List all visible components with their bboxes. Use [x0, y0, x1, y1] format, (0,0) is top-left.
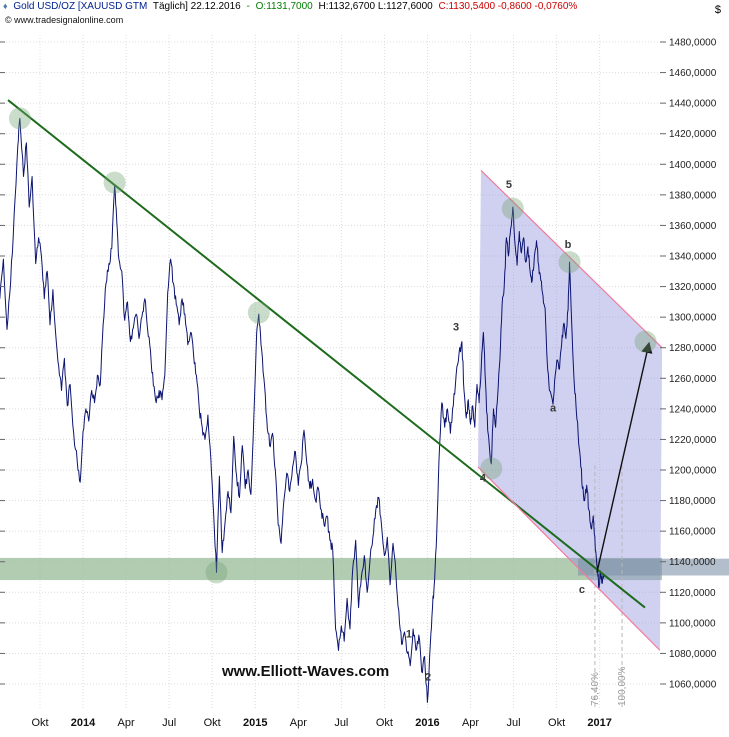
- resistance-trendline: [7, 99, 646, 609]
- fib-extension-label: 100,00%: [617, 666, 628, 706]
- x-axis-label: Jul: [507, 717, 521, 729]
- projection-arrow: [596, 341, 653, 573]
- wave-label-3: 3: [453, 321, 459, 333]
- wave-label-a: a: [550, 402, 557, 414]
- highlight-circle: [501, 197, 524, 220]
- highlight-circle: [558, 251, 581, 274]
- chart-header: ♦ Gold USD/OZ [XAUUSD GTM Täglich] 22.12…: [3, 1, 580, 12]
- x-axis-label: 2014: [71, 717, 96, 729]
- y-axis-label: 1200,0000: [669, 466, 717, 477]
- ohlc-close: C:1130,5400 -0,8600 -0,0760%: [438, 1, 578, 12]
- header-separator: -: [246, 1, 250, 12]
- x-axis-label: Okt: [376, 717, 393, 729]
- y-axis-label: 1120,0000: [669, 588, 716, 599]
- x-axis-label: Okt: [204, 717, 221, 729]
- fib-extension-label: 76,40%: [590, 672, 601, 706]
- current-price-band: [577, 558, 729, 576]
- y-axis-label: 1420,0000: [669, 129, 717, 140]
- y-axis-label: 1220,0000: [669, 435, 717, 446]
- y-axis-label: 1260,0000: [669, 374, 717, 385]
- y-axis-label: 1060,0000: [669, 680, 717, 691]
- currency-axis-label: $: [714, 4, 721, 16]
- instrument-icon: ♦: [3, 1, 8, 11]
- zones: [0, 170, 729, 710]
- y-axis-label: 1100,0000: [669, 618, 716, 629]
- y-axis-label: 1340,0000: [669, 252, 717, 263]
- ohlc-open: O:1131,7000: [255, 1, 313, 12]
- wave-label-b: b: [565, 239, 572, 251]
- y-axis-label: 1240,0000: [669, 404, 717, 415]
- y-axis-label: 1300,0000: [669, 313, 717, 324]
- y-axis-label: 1360,0000: [669, 221, 717, 232]
- y-axis-label: 1320,0000: [669, 282, 717, 293]
- highlight-circle: [103, 171, 126, 194]
- instrument-symbol: Gold USD/OZ [XAUUSD GTM: [13, 1, 148, 12]
- highlight-circle: [634, 330, 657, 353]
- timeframe-date: Täglich] 22.12.2016: [152, 1, 241, 12]
- y-axis-label: 1160,0000: [669, 527, 716, 538]
- copyright-label: © www.tradesignalonline.com: [5, 15, 124, 25]
- watermark: www.Elliott-Waves.com: [222, 663, 390, 680]
- x-axis-label: 2017: [587, 717, 611, 729]
- x-axis-label: 2016: [415, 717, 439, 729]
- price-line: [0, 117, 605, 703]
- wave-label-4: 4: [480, 473, 487, 485]
- y-axis-label: 1280,0000: [669, 343, 717, 354]
- price-series: [0, 117, 605, 703]
- annotation-text: 76,40% 100,00% 1 2 3 4 5 a b c: [406, 179, 628, 706]
- axes: 1480,0000 1460,0000 1440,0000 1420,0000 1400…: [0, 38, 717, 729]
- highlight-circle: [247, 301, 270, 324]
- wave-label-2: 2: [425, 671, 431, 683]
- gridlines: [0, 35, 662, 710]
- y-axis-label: 1440,0000: [669, 99, 717, 110]
- elliott-channel: [478, 170, 663, 651]
- x-axis-label: Apr: [290, 717, 307, 729]
- y-axis-label: 1380,0000: [669, 190, 717, 201]
- highlight-circle: [8, 107, 31, 130]
- highlight-circle: [480, 457, 503, 480]
- x-axis-label: Okt: [31, 717, 48, 729]
- y-axis-label: 1080,0000: [669, 649, 717, 660]
- y-axis-label: 1400,0000: [669, 160, 717, 171]
- y-axis-label: 1180,0000: [669, 496, 716, 507]
- channel-lower-edge: [477, 466, 661, 651]
- x-axis-label: Apr: [118, 717, 135, 729]
- wave-label-c: c: [579, 584, 585, 596]
- ohlc-high-low: H:1132,6700 L:1127,6000: [318, 1, 433, 12]
- channel-upper-edge: [480, 169, 663, 349]
- x-axis-label: Jul: [162, 717, 176, 729]
- x-axis-label: 2015: [243, 717, 267, 729]
- x-axis-label: Jul: [334, 717, 348, 729]
- annotations: [7, 99, 663, 651]
- support-zone: [0, 557, 662, 581]
- y-axis-label: 1480,0000: [669, 38, 717, 49]
- wave-label-5: 5: [506, 179, 512, 191]
- x-axis-label: Apr: [462, 717, 479, 729]
- highlight-circle: [205, 561, 228, 584]
- x-axis-label: Okt: [548, 717, 565, 729]
- y-axis-label: 1140,0000: [669, 557, 716, 568]
- y-axis-label: 1460,0000: [669, 68, 717, 79]
- wave-label-1: 1: [406, 629, 412, 641]
